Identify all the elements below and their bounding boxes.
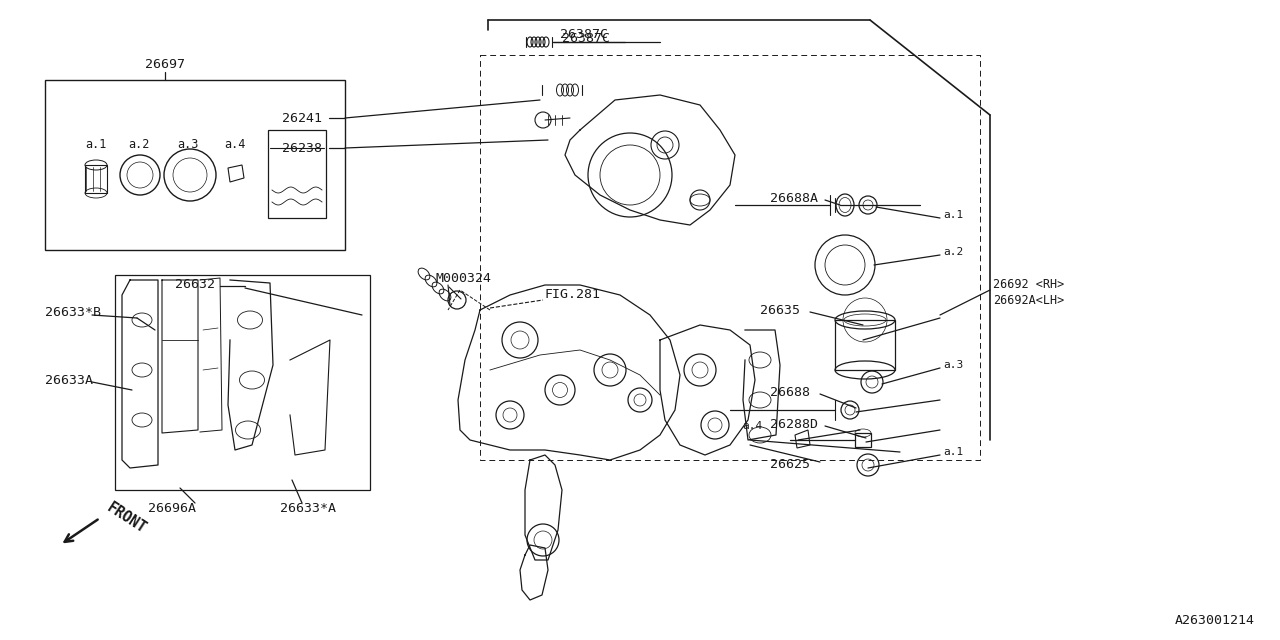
Text: a.4: a.4 <box>742 421 763 431</box>
Text: FRONT: FRONT <box>104 500 148 536</box>
Text: 26288D: 26288D <box>771 417 818 431</box>
Text: a.2: a.2 <box>943 247 964 257</box>
Text: M000324: M000324 <box>435 271 492 285</box>
Text: a.3: a.3 <box>177 138 198 152</box>
Text: 26387C: 26387C <box>561 29 608 42</box>
Text: a.1: a.1 <box>943 447 964 457</box>
Text: 26633*A: 26633*A <box>280 502 335 515</box>
Bar <box>855 433 870 447</box>
Text: 26238: 26238 <box>282 141 323 154</box>
Text: 26625: 26625 <box>771 458 810 472</box>
Text: 26688A: 26688A <box>771 191 818 205</box>
Text: 26633*B: 26633*B <box>45 307 101 319</box>
Text: 26387C: 26387C <box>562 31 611 45</box>
Text: 26635: 26635 <box>760 303 800 317</box>
Text: 26241: 26241 <box>282 111 323 125</box>
Text: a.1: a.1 <box>943 210 964 220</box>
Text: 26688: 26688 <box>771 385 810 399</box>
Text: 26632: 26632 <box>175 278 215 291</box>
Bar <box>835 320 895 370</box>
Text: A263001214: A263001214 <box>1175 614 1254 627</box>
Text: 26692A<LH>: 26692A<LH> <box>993 294 1064 307</box>
Text: a.3: a.3 <box>943 360 964 370</box>
Text: 26696A: 26696A <box>148 502 196 515</box>
Text: FIG.281: FIG.281 <box>545 289 602 301</box>
Text: a.2: a.2 <box>128 138 150 152</box>
Text: a.1: a.1 <box>84 138 106 152</box>
Bar <box>268 130 326 218</box>
Text: 26697: 26697 <box>145 58 186 72</box>
Bar <box>84 165 108 193</box>
Text: 26633A: 26633A <box>45 374 93 387</box>
Bar <box>115 275 370 490</box>
Text: a.4: a.4 <box>224 138 246 152</box>
Text: 26692 <RH>: 26692 <RH> <box>993 278 1064 291</box>
Bar <box>45 80 346 250</box>
